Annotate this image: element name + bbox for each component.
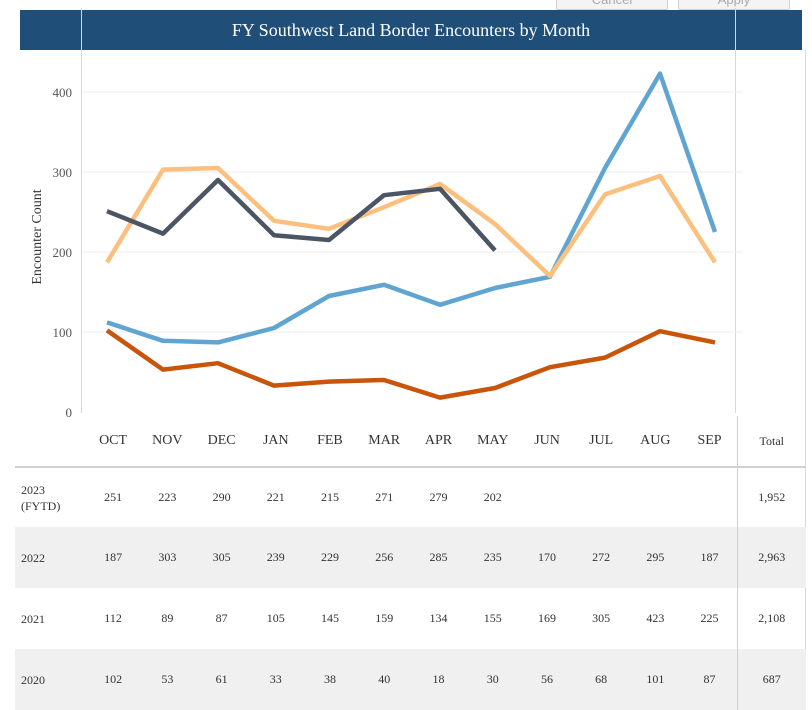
y-tick-label: 0 (66, 405, 73, 420)
table-cell: 223 (158, 490, 177, 504)
table-header-row: OCT NOV DEC JAN FEB MAR APR MAY JUN JUL AUG SEP Tota… (15, 416, 806, 467)
table-cell: 229 (320, 550, 339, 564)
table-cell: 18 (432, 672, 445, 686)
month-label: OCT (99, 433, 128, 448)
series-line-2021[interactable] (106, 71, 718, 345)
y-axis-label: Encounter Count (30, 189, 45, 285)
table-cell: 303 (158, 550, 177, 564)
table-cell: 134 (429, 611, 448, 625)
table-cell: 87 (215, 611, 228, 625)
table-row: 2021 112 89 87 105 145 159 134 155 169 305 423 225 2,… (15, 588, 806, 649)
table-cell: 169 (538, 611, 557, 625)
row-total: 2,963 (736, 527, 806, 588)
series-line-2023[interactable] (106, 177, 497, 252)
month-label: DEC (207, 433, 236, 448)
month-label: SEP (697, 433, 722, 448)
table-cell: 239 (266, 550, 285, 564)
series-line-2020[interactable] (105, 328, 716, 400)
month-label: JUL (589, 433, 614, 448)
row-total: 1,952 (736, 467, 806, 527)
table-cell (520, 467, 574, 527)
plot-left-border (81, 8, 82, 413)
y-tick-label: 100 (53, 325, 73, 340)
table-cell: 225 (700, 611, 719, 625)
table-cell: 89 (161, 611, 174, 625)
table-cell: 101 (646, 672, 665, 686)
series-line-2022[interactable] (105, 165, 717, 279)
y-tick-label: 300 (53, 165, 73, 180)
row-year-label: 2023 (FYTD) (21, 482, 61, 513)
table-cell: 272 (592, 550, 611, 564)
table-cell: 202 (483, 490, 502, 504)
table-cell: 256 (375, 550, 394, 564)
table-cell: 221 (266, 490, 285, 504)
table-cell: 145 (320, 611, 339, 625)
table-cell: 61 (215, 672, 228, 686)
table-cell (682, 467, 737, 527)
table-cell: 279 (429, 490, 448, 504)
table-cell: 105 (266, 611, 285, 625)
table-row: 2020 102 53 61 33 38 40 18 30 56 68 101 87 687 (15, 649, 806, 710)
table-cell: 290 (212, 490, 231, 504)
table-cell: 33 (269, 672, 282, 686)
apply-button[interactable]: Apply (678, 0, 790, 10)
table-cell: 68 (595, 672, 608, 686)
month-label: JAN (262, 433, 289, 448)
table-cell: 30 (486, 672, 499, 686)
table-cell: 159 (375, 611, 394, 625)
table-cell: 155 (483, 611, 502, 625)
table-cell: 271 (375, 490, 394, 504)
cancel-button[interactable]: Cancel (556, 0, 668, 10)
data-table: OCT NOV DEC JAN FEB MAR APR MAY JUN JUL AUG SEP Tota… (15, 416, 806, 710)
y-tick-label: 400 (53, 85, 73, 100)
table-cell: 305 (592, 611, 611, 625)
row-year-label: 2022 (21, 550, 45, 565)
table-cell: 53 (161, 672, 174, 686)
line-chart: 0 100 200 300 400 (53, 71, 742, 420)
table-cell (574, 467, 628, 527)
top-button-group: Cancel Apply (556, 0, 790, 10)
table-cell: 251 (104, 490, 123, 504)
table-cell: 215 (320, 490, 339, 504)
table-cell: 40 (378, 672, 391, 686)
panel-right-edge (805, 50, 806, 650)
table-cell: 187 (104, 550, 123, 564)
table-cell: 56 (541, 672, 554, 686)
table-cell: 87 (703, 672, 716, 686)
total-header: Total (736, 416, 806, 467)
table-cell: 102 (104, 672, 123, 686)
month-label: FEB (317, 433, 343, 448)
header-corner (15, 416, 86, 467)
month-label: JUN (534, 433, 560, 448)
table-cell: 295 (646, 550, 665, 564)
y-tick-label: 200 (53, 245, 73, 260)
month-label: MAR (368, 433, 401, 448)
table-cell: 38 (323, 672, 336, 686)
table-row: 2022 187 303 305 239 229 256 285 235 170 272 295 187… (15, 527, 806, 588)
table-cell: 170 (538, 550, 557, 564)
table-cell: 305 (212, 550, 231, 564)
row-total: 687 (736, 649, 806, 710)
table-cell: 187 (700, 550, 719, 564)
chart-title: FY Southwest Land Border Encounters by M… (20, 10, 802, 50)
table-cell (628, 467, 682, 527)
month-label: NOV (152, 433, 183, 448)
table-cell: 235 (483, 550, 502, 564)
month-label: APR (424, 433, 453, 448)
month-label: AUG (640, 433, 671, 448)
plot-right-border (735, 8, 736, 413)
row-year-label: 2021 (21, 611, 45, 626)
row-total: 2,108 (736, 588, 806, 649)
month-label: MAY (477, 433, 509, 448)
table-cell: 423 (646, 611, 665, 625)
table-row: 2023 (FYTD) 251 223 290 221 215 271 279 202 1,952 (15, 467, 806, 527)
table-cell: 112 (104, 611, 122, 625)
row-year-label: 2020 (21, 672, 45, 687)
table-cell: 285 (429, 550, 448, 564)
